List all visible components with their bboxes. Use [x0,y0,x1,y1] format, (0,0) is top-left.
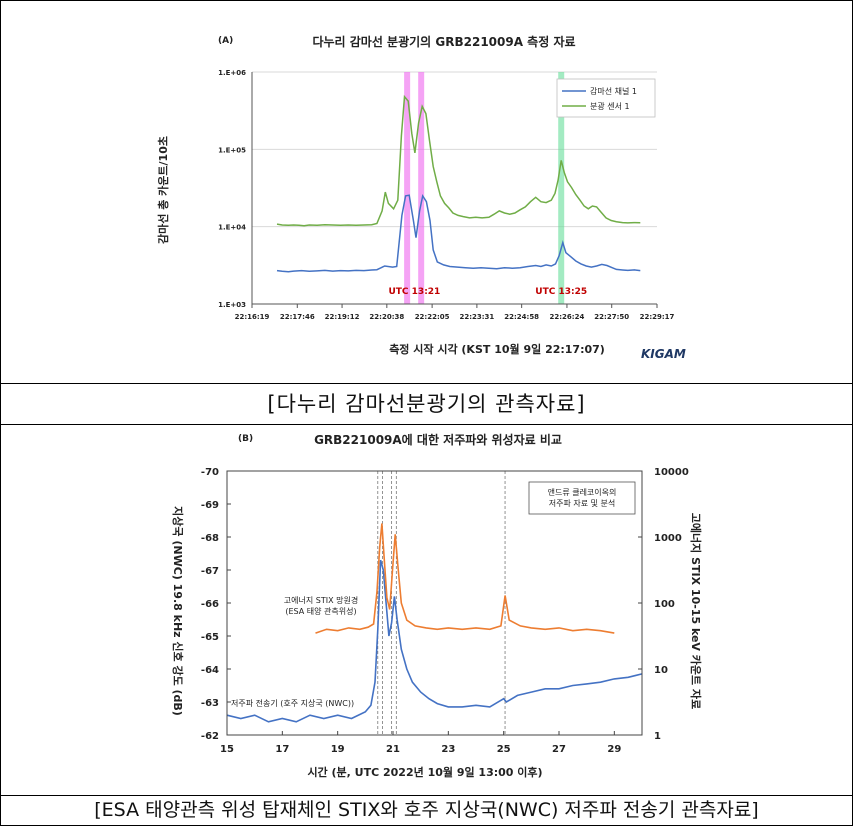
chart-a-legend: 감마선 채널 1 분광 센서 1 [556,78,656,118]
chart-a-axes [251,72,657,305]
chart-a-ytick-label: 1.E+03 [218,301,246,309]
chart-b-ylabel-left: 지상국 (NWC) 19.8 kHz 신호 강도 (dB) [171,506,185,716]
chart-b-ytick-right-label: 100 [654,599,675,610]
chart-b-series-line-1 [226,559,643,723]
chart-b-note-box [528,481,636,515]
chart-a-ytick-label: 1.E+06 [218,69,246,77]
chart-a-xtick-label: 22:16:19 [235,313,270,321]
chart-b-ytick-right-label: 1 [654,731,661,742]
chart-b-ytick-left-label: -69 [201,500,219,511]
chart-b-xtick-label: 19 [331,744,345,755]
chart-b-ytick-right-label: 1000 [654,533,682,544]
chart-a-series-line-1 [276,193,641,273]
chart-a-highlight-band [418,72,425,304]
chart-a: 1.E+03 1.E+04 1.E+05 1.E+06 22:16:19 22:17:46… [156,34,686,361]
chart-a-series [276,94,641,273]
caption-a: [다누리 감마선분광기의 관측자료] [1,384,852,425]
chart-b: 15 17 19 21 23 25 27 29 -70 -69 -68 -67 -66 -65 -64 -63… [171,432,703,779]
chart-a-xtick-label: 22:26:24 [550,313,585,321]
chart-b-ytick-left-label: -65 [201,632,219,643]
chart-b-ytick-left-label: -62 [201,731,219,742]
chart-b-xtick-label: 23 [441,744,455,755]
chart-a-title: 다누리 감마선 분광기의 GRB221009A 측정 자료 [312,34,575,49]
chart-b-vlines [377,471,506,735]
chart-a-highlight-band [404,72,411,304]
chart-b-series [226,523,643,723]
caption-b: [ESA 태양관측 위성 탑재체인 STIX와 호주 지상국(NWC) 저주파 … [94,799,759,821]
chart-a-ylabel: 감마선 총 카운트/10초 [156,136,170,244]
chart-b-panel-label: (B) [238,434,253,444]
chart-a-legend-label: 감마선 채널 1 [590,86,637,96]
chart-a-legend-box [556,78,656,118]
chart-a-xtick-label: 22:20:38 [369,313,404,321]
chart-b-xlabel: 시간 (분, UTC 2022년 10월 9일 13:00 이후) [307,765,542,779]
chart-b-ytick-left-label: -66 [201,599,219,610]
chart-a-panel-label: (A) [218,36,233,46]
chart-b-note-line: 저주파 자료 및 분석 [549,498,616,508]
chart-b-ytick-left-label: -70 [201,467,219,478]
chart-b-stix-label-line2: (ESA 태양 관측위성) [285,606,356,616]
chart-a-highlight-band [558,72,565,304]
chart-b-series-labels: 고에너지 STIX 망원경(ESA 태양 관측위성) 저주파 전송기 (호주 지상… [231,595,358,708]
chart-b-vlf-label: 저주파 전송기 (호주 지상국 (NWC)) [231,698,354,708]
chart-a-xtick-label: 22:22:05 [415,313,450,321]
chart-a-xtick-label: 22:24:58 [504,313,539,321]
chart-b-title: GRB221009A에 대한 저주파와 위성자료 비교 [314,432,562,447]
chart-b-ytick-left-label: -68 [201,533,219,544]
chart-b-ytick-right-label: 10000 [654,467,689,478]
chart-b-ytick-left-label: -67 [201,566,219,577]
chart-a-ytick-label: 1.E+05 [218,146,246,154]
chart-a-xtick-label: 22:27:50 [594,313,629,321]
panel-a: 1.E+03 1.E+04 1.E+05 1.E+06 22:16:19 22:17:46… [1,1,852,384]
chart-b-ytick-left-label: -63 [201,698,219,709]
chart-b-xtick-label: 15 [220,744,234,755]
chart-b-series-line-2 [315,523,615,634]
chart-a-xtick-label: 22:23:31 [459,313,494,321]
kigam-logo: KIGAM [641,347,686,361]
chart-b-stix-label-line1: 고에너지 STIX 망원경 [284,595,358,605]
chart-a-annotation: UTC 13:21 [388,287,440,297]
chart-b-ytick-left-label: -64 [201,665,219,676]
chart-b-xtick-label: 29 [607,744,621,755]
chart-b-note-line: 앤드류 클레코이옥의 [548,487,617,497]
chart-b-xtick-label: 17 [275,744,289,755]
chart-b-xtick-label: 27 [552,744,566,755]
chart-b-ticks: 15 17 19 21 23 25 27 29 -70 -69 -68 -67 -66 -65 -64 -63… [201,467,689,755]
chart-a-xtick-label: 22:19:12 [325,313,360,321]
chart-a-xtick-label: 22:17:46 [280,313,315,321]
chart-b-ylabel-right: 고에너지 STIX 10-15 keV 카운트 자료 [689,513,703,709]
chart-a-highlight-bands [404,72,565,304]
chart-b-ytick-right-label: 10 [654,665,668,676]
chart-a-ytick-label: 1.E+04 [218,224,246,232]
chart-a-ticks: 1.E+03 1.E+04 1.E+05 1.E+06 22:16:19 22:17:46… [218,69,674,321]
chart-b-xtick-label: 21 [386,744,400,755]
chart-a-annotations: UTC 13:21 UTC 13:25 [388,287,587,297]
chart-b-xtick-label: 25 [497,744,511,755]
chart-a-legend-label: 분광 센서 1 [590,101,630,111]
chart-a-xlabel: 측정 시작 시각 (KST 10월 9일 22:17:07) [389,342,605,356]
chart-a-xtick-label: 22:29:17 [640,313,675,321]
chart-a-series-line-2 [276,94,641,227]
chart-a-annotation: UTC 13:25 [535,287,587,297]
panel-b: 15 17 19 21 23 25 27 29 -70 -69 -68 -67 -66 -65 -64 -63… [1,425,852,796]
